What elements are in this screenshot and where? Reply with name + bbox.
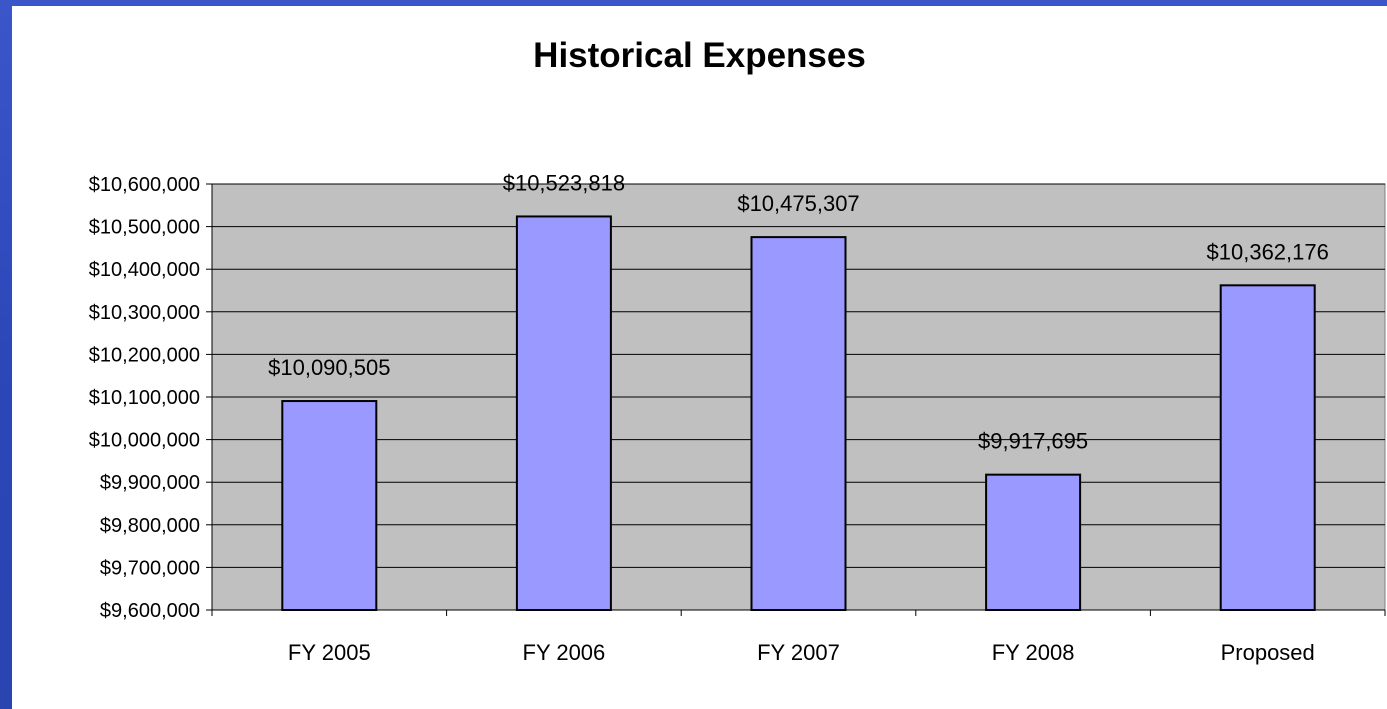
chart-title: Historical Expenses	[533, 36, 866, 75]
y-tick-label: $10,300,000	[89, 302, 200, 324]
y-tick-label: $10,100,000	[89, 387, 200, 409]
y-tick-label: $9,700,000	[100, 557, 200, 579]
bar	[281, 400, 378, 611]
x-tick-label: FY 2005	[288, 640, 371, 665]
bar-chart: $9,600,000 $9,700,000 $9,800,000 $9,900,000…	[89, 170, 1386, 665]
y-tick-label: $10,500,000	[89, 217, 200, 239]
y-tick-label: $9,900,000	[100, 472, 200, 494]
x-tick-label: FY 2006	[523, 640, 606, 665]
y-tick-label: $10,200,000	[89, 344, 200, 366]
x-tick-label: FY 2007	[757, 640, 840, 665]
y-tick-label: $9,600,000	[100, 600, 200, 622]
data-label: $9,917,695	[978, 429, 1088, 454]
data-label: $10,362,176	[1207, 239, 1329, 264]
x-tick-label: FY 2008	[992, 640, 1075, 665]
y-tick-label: $10,000,000	[89, 430, 200, 452]
bar	[750, 236, 847, 611]
data-label: $10,475,307	[737, 191, 859, 216]
data-label: $10,090,505	[268, 355, 390, 380]
bar	[1219, 284, 1316, 611]
chart-panel: Historical Expenses $9,600,000 $9,700,000…	[12, 6, 1387, 709]
y-tick-label: $10,600,000	[89, 174, 200, 196]
y-tick-label: $10,400,000	[89, 259, 200, 281]
bar	[515, 215, 612, 612]
bar	[985, 473, 1082, 611]
data-label: $10,523,818	[503, 170, 625, 195]
x-tick-label: Proposed	[1221, 640, 1315, 665]
y-tick-label: $9,800,000	[100, 515, 200, 537]
